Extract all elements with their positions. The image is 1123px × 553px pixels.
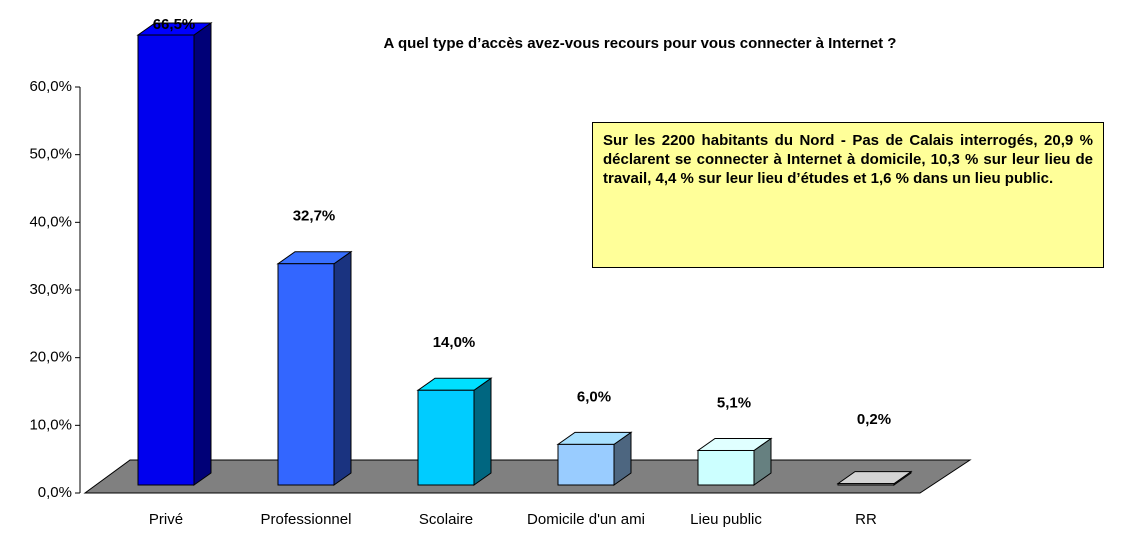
y-tick-label: 20,0%: [29, 349, 72, 366]
y-tick-label: 60,0%: [29, 78, 72, 95]
bar-side: [473, 377, 492, 486]
y-tick-label: 0,0%: [38, 484, 72, 501]
x-tick-label: Scolaire: [418, 511, 474, 528]
bar: [417, 389, 475, 486]
x-tick-label: Domicile d'un ami: [527, 511, 645, 528]
y-tick-label: 10,0%: [29, 416, 72, 433]
bar: [277, 263, 335, 486]
x-tick-label: RR: [855, 511, 877, 528]
value-label: 14,0%: [433, 334, 476, 351]
annotation: Sur les 2200 habitants du Nord - Pas de …: [592, 122, 1104, 268]
value-label: 5,1%: [717, 394, 751, 411]
floor: [83, 459, 972, 494]
value-label: 6,0%: [577, 388, 611, 405]
value-label: 66,5%: [153, 16, 196, 33]
x-tick-label: Privé: [148, 511, 184, 528]
value-label: 0,2%: [857, 411, 891, 428]
y-tick-label: 40,0%: [29, 213, 72, 230]
bar-side: [193, 22, 212, 486]
bar: [697, 449, 755, 486]
x-tick-label: Lieu public: [690, 511, 762, 528]
chart-title: A quel type d’accès avez-vous recours po…: [384, 35, 897, 52]
bar-side: [333, 250, 352, 486]
y-tick-label: 50,0%: [29, 146, 72, 163]
y-tick-label: 30,0%: [29, 281, 72, 298]
bar: [557, 443, 615, 486]
value-label: 32,7%: [293, 208, 336, 225]
x-tick-label: Professionnel: [260, 511, 352, 528]
bar: [137, 34, 195, 486]
bar: [837, 483, 895, 486]
